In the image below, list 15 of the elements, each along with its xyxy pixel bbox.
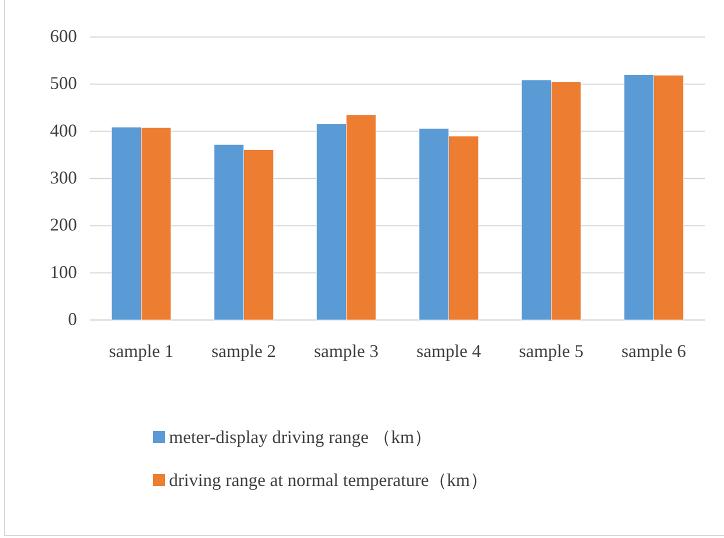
x-tick-label: sample 2	[212, 341, 276, 361]
y-tick-label: 500	[50, 73, 77, 94]
x-tick-label: sample 1	[109, 341, 174, 361]
x-tick-label: sample 3	[314, 341, 378, 361]
y-tick-label: 300	[50, 168, 77, 188]
x-tick-label: sample 6	[622, 341, 686, 361]
x-tick-label: sample 5	[519, 341, 584, 361]
x-tick-label: sample 4	[416, 341, 481, 361]
y-tick-label: 400	[50, 120, 77, 140]
legend-label: meter-display driving range （km）	[169, 427, 432, 447]
y-tick-label: 600	[50, 26, 77, 46]
y-tick-label: 100	[50, 262, 77, 282]
legend-label: driving range at normal temperature（km）	[169, 470, 488, 490]
y-tick-label: 200	[50, 214, 77, 235]
y-tick-label: 0	[68, 309, 77, 329]
